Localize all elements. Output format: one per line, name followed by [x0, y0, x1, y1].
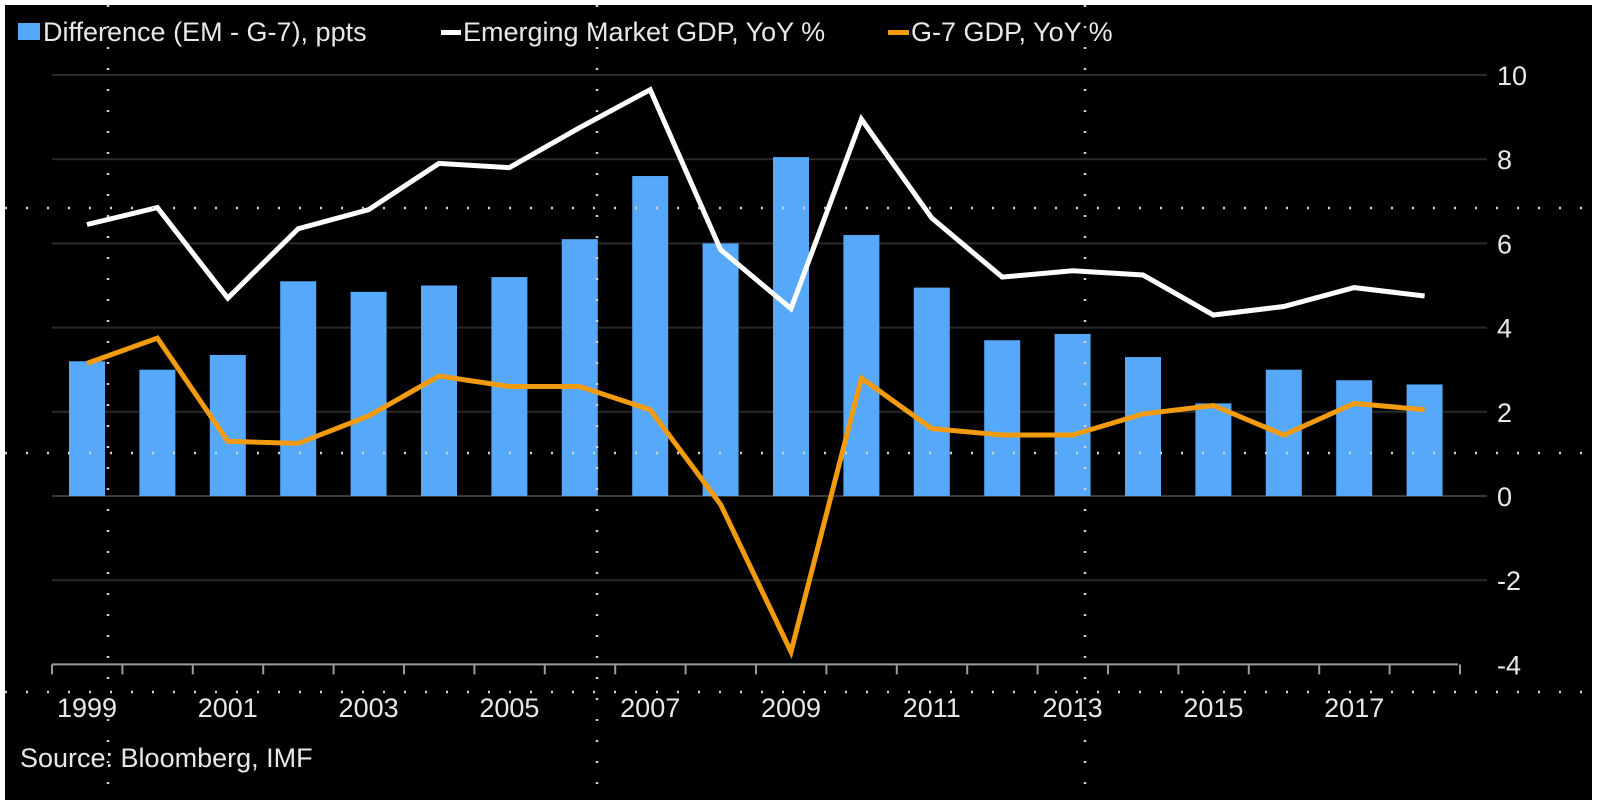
bar-2008: [702, 243, 739, 496]
x-tick-label: 2009: [761, 693, 821, 723]
x-tick-label: 2003: [339, 693, 399, 723]
bar-2015: [1195, 403, 1232, 496]
legend-item-difference[interactable]: Difference (EM - G-7), ppts: [18, 17, 367, 47]
legend-label-em: Emerging Market GDP, YoY %: [463, 17, 825, 47]
y-tick-label: 0: [1497, 482, 1512, 512]
lines: [86, 86, 1425, 660]
x-tick-label: 2007: [620, 693, 680, 723]
y-tick-label: 8: [1497, 145, 1512, 175]
bar-2006: [561, 239, 598, 496]
x-tick-label: 2015: [1183, 693, 1243, 723]
y-tick-label: 6: [1497, 229, 1512, 259]
bar-2007: [632, 176, 669, 497]
bar-2004: [421, 285, 457, 496]
legend-label-g7: G-7 GDP, YoY %: [911, 17, 1113, 47]
legend-label-difference: Difference (EM - G-7), ppts: [43, 17, 367, 47]
gridlines: [52, 74, 1487, 582]
y-tick-label: -2: [1497, 566, 1521, 596]
line-g7-gdp: [86, 335, 1425, 660]
x-tick-label: 2017: [1324, 693, 1384, 723]
y-axis-ticks: 10 8 6 4 2 0 -2 -4: [1497, 61, 1527, 680]
bar-2009: [773, 157, 809, 496]
legend-swatch-difference: [18, 23, 40, 40]
line-em-gdp: [86, 86, 1425, 318]
bar-2014: [1125, 357, 1161, 496]
bars-difference: [69, 157, 1443, 497]
bar-2017: [1336, 380, 1373, 496]
x-tick-label: 2001: [198, 693, 258, 723]
x-tick-label: 2013: [1043, 693, 1103, 723]
bar-2018: [1406, 384, 1443, 496]
y-tick-label: 4: [1497, 314, 1512, 344]
y-tick-label: 2: [1497, 398, 1512, 428]
legend: Difference (EM - G-7), ppts Emerging Mar…: [18, 17, 1113, 47]
chart-frame: 10 8 6 4 2 0 -2 -4 1999 2001 2003 2005 2007 2009 2011…: [5, 5, 1592, 800]
bar-2002: [280, 281, 317, 496]
x-axis: [51, 663, 1461, 675]
bar-2003: [350, 291, 387, 496]
x-axis-ticks: 1999 2001 2003 2005 2007 2009 2011 2013 2015 2017: [57, 693, 1384, 723]
chart-svg: 10 8 6 4 2 0 -2 -4 1999 2001 2003 2005 2007 2009 2011…: [5, 5, 1592, 800]
y-tick-label: -4: [1497, 650, 1521, 680]
bar-2011: [913, 287, 950, 496]
bar-1999: [69, 361, 105, 496]
x-tick-label: 2011: [903, 693, 961, 723]
legend-item-g7[interactable]: G-7 GDP, YoY %: [888, 17, 1113, 47]
source-note: Source: Bloomberg, IMF: [20, 743, 313, 773]
legend-swatch-em: [441, 30, 461, 35]
bar-2012: [984, 340, 1021, 496]
bar-2013: [1054, 333, 1091, 496]
x-tick-label: 1999: [57, 693, 117, 723]
y-tick-label: 10: [1497, 61, 1527, 91]
legend-item-em[interactable]: Emerging Market GDP, YoY %: [441, 17, 825, 47]
bar-2010: [843, 234, 880, 497]
x-tick-label: 2005: [479, 693, 539, 723]
legend-swatch-g7: [888, 30, 909, 35]
bar-2000: [139, 369, 176, 496]
